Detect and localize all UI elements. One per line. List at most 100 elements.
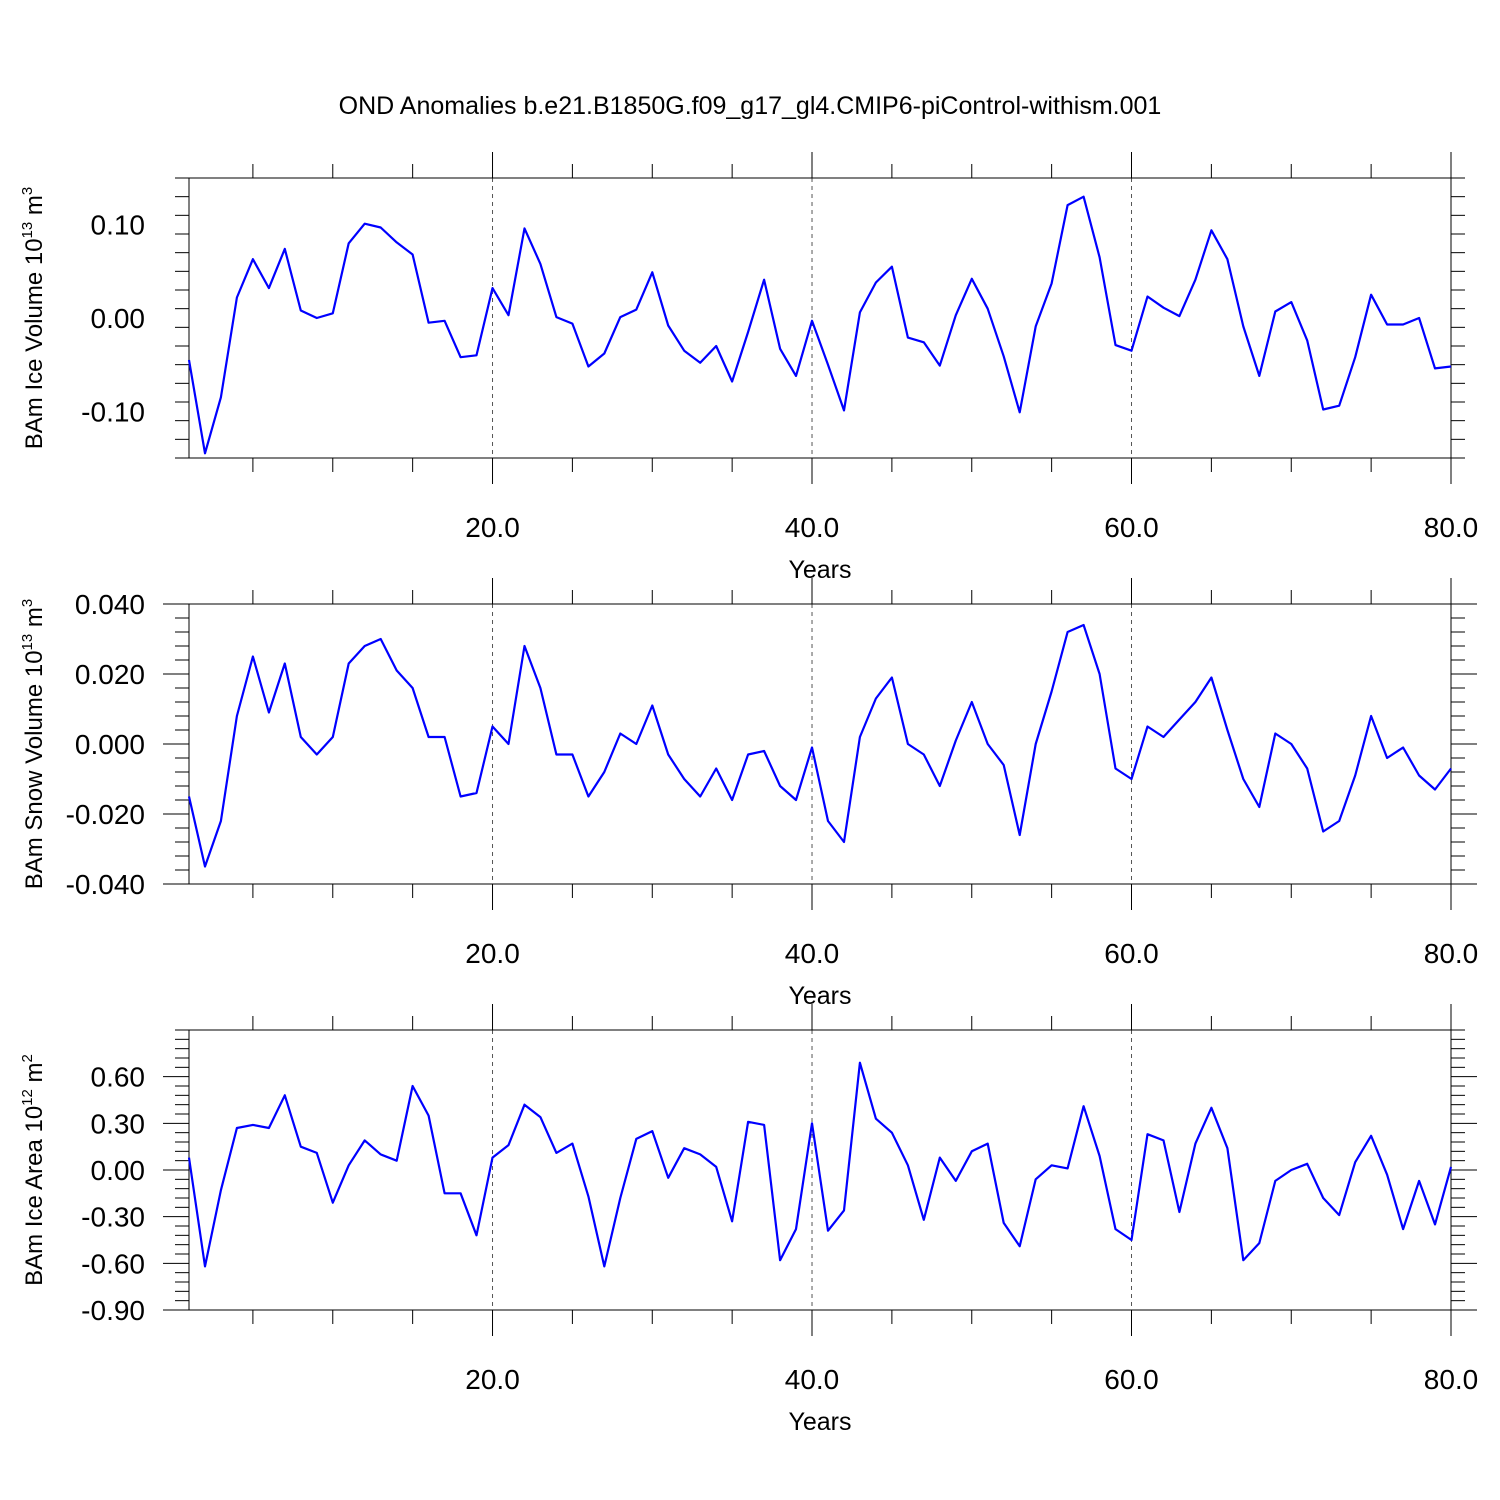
- x-tick-label: 20.0: [465, 1364, 520, 1395]
- x-axis-title: Years: [788, 982, 851, 1010]
- y-axis-title: BAm Ice Volume 1013 m3: [19, 187, 48, 449]
- data-point: [1450, 768, 1452, 770]
- data-point: [651, 705, 653, 707]
- data-point: [1210, 677, 1212, 679]
- data-point: [396, 670, 398, 672]
- data-point: [268, 287, 270, 289]
- data-point: [268, 1127, 270, 1129]
- data-point: [1067, 204, 1069, 206]
- data-point: [779, 785, 781, 787]
- data-point: [1434, 1223, 1436, 1225]
- y-tick-label: 0.00: [91, 303, 146, 334]
- data-point: [603, 353, 605, 355]
- data-point: [635, 1138, 637, 1140]
- data-point: [555, 316, 557, 318]
- data-point: [1418, 1180, 1420, 1182]
- data-point: [683, 350, 685, 352]
- data-point: [1434, 367, 1436, 369]
- data-point: [284, 1094, 286, 1096]
- data-point: [827, 364, 829, 366]
- data-point: [635, 743, 637, 745]
- data-point: [1306, 768, 1308, 770]
- data-point: [1210, 1107, 1212, 1109]
- data-point: [444, 1192, 446, 1194]
- data-point: [1370, 1135, 1372, 1137]
- data-point: [492, 1157, 494, 1159]
- data-point: [1115, 344, 1117, 346]
- data-point: [1003, 1222, 1005, 1224]
- data-point: [555, 1152, 557, 1154]
- data-point: [348, 1164, 350, 1166]
- data-point: [476, 354, 478, 356]
- data-point: [843, 409, 845, 411]
- data-point: [715, 345, 717, 347]
- data-point: [667, 325, 669, 327]
- y-tick-label: 0.60: [91, 1062, 146, 1093]
- y-tick-label: 0.020: [75, 659, 145, 690]
- x-tick-label: 80.0: [1424, 512, 1479, 543]
- x-tick-label: 60.0: [1104, 1364, 1159, 1395]
- data-point: [603, 771, 605, 773]
- data-point: [1147, 296, 1149, 298]
- data-point: [188, 359, 190, 361]
- data-point: [188, 796, 190, 798]
- data-point: [252, 258, 254, 260]
- data-point: [508, 314, 510, 316]
- data-point: [524, 1104, 526, 1106]
- data-point: [843, 841, 845, 843]
- data-point: [1035, 743, 1037, 745]
- x-axis-title: Years: [788, 556, 851, 584]
- y-axis-title: BAm Ice Area 1012 m2: [19, 1054, 48, 1286]
- data-point: [1354, 356, 1356, 358]
- x-tick-label: 60.0: [1104, 512, 1159, 543]
- data-point: [923, 341, 925, 343]
- data-point: [811, 1122, 813, 1124]
- data-point: [1290, 301, 1292, 303]
- data-point: [1242, 778, 1244, 780]
- data-point: [428, 1115, 430, 1117]
- plot-frame: [188, 177, 1452, 459]
- data-point: [683, 1147, 685, 1149]
- data-point: [1418, 775, 1420, 777]
- data-point: [955, 314, 957, 316]
- y-axis-title-superscript: 12: [19, 1089, 36, 1106]
- data-point: [1322, 409, 1324, 411]
- data-point: [971, 701, 973, 703]
- series-line: [187, 195, 1452, 455]
- data-point: [300, 310, 302, 312]
- data-point: [731, 1220, 733, 1222]
- data-point: [715, 768, 717, 770]
- data-point: [364, 1139, 366, 1141]
- data-point: [1019, 1245, 1021, 1247]
- y-axis-title-text: BAm Snow Volume 10: [21, 650, 48, 889]
- data-point: [763, 750, 765, 752]
- data-point: [1099, 256, 1101, 258]
- data-point: [1450, 366, 1452, 368]
- data-point: [1434, 789, 1436, 791]
- data-point: [683, 778, 685, 780]
- data-point: [252, 1124, 254, 1126]
- data-point: [204, 1265, 206, 1267]
- data-point: [332, 1202, 334, 1204]
- data-point: [300, 1146, 302, 1148]
- y-tick-label: 0.30: [91, 1108, 146, 1139]
- data-point: [332, 736, 334, 738]
- data-point: [827, 820, 829, 822]
- data-point: [699, 796, 701, 798]
- data-point: [1115, 768, 1117, 770]
- data-point: [1370, 294, 1372, 296]
- data-point: [1131, 778, 1133, 780]
- data-point: [1402, 747, 1404, 749]
- data-point: [1131, 1239, 1133, 1241]
- data-point: [204, 452, 206, 454]
- data-point: [571, 754, 573, 756]
- data-point: [747, 754, 749, 756]
- y-tick-label: 0.10: [91, 210, 146, 241]
- data-point: [348, 242, 350, 244]
- data-point: [204, 866, 206, 868]
- data-point: [1163, 307, 1165, 309]
- y-tick-label: 0.00: [91, 1155, 146, 1186]
- data-point: [236, 297, 238, 299]
- y-axis-title-superscript: 13: [19, 634, 36, 651]
